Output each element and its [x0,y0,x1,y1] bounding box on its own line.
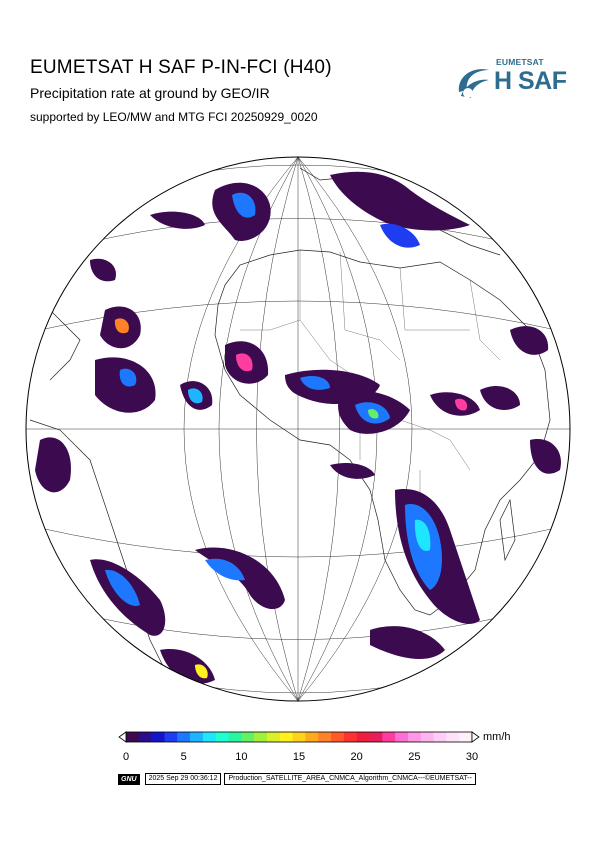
colorbar-cell [407,732,422,742]
colorbar-cell [279,732,293,742]
logo-hsaf-text: H SAF [494,67,567,95]
colorbar-cell [420,732,434,742]
colorbar-tick-label: 10 [235,751,248,763]
colorbar-cell [202,732,217,742]
colorbar-cell [318,732,332,742]
colorbar-cell [343,732,357,742]
colorbar-cell [395,732,409,742]
colorbar-cell [266,732,281,742]
colorbar-unit: mm/h [483,731,511,743]
colorbar-cell [126,732,140,742]
precipitation-layer [35,171,561,684]
production-info: Production_SATELLITE_AREA_CNMCA_Algorith… [224,773,476,785]
colorbar-cell [382,732,396,742]
gnu-badge: GNU [118,773,140,785]
colorbar-tick-label: 25 [408,751,421,763]
hsaf-swirl-icon [458,69,489,98]
colorbar-cell [446,732,460,742]
map-subtitle: Precipitation rate at ground by GEO/IR [30,85,270,101]
colorbar-tick-label: 20 [350,751,363,763]
colorbar-min-arrow [118,731,127,743]
colorbar-cell [459,732,473,742]
borders [240,250,501,561]
logo-eumetsat-text: EUMETSAT [496,57,544,67]
colorbar-cell [151,732,165,742]
colorbar-cell [228,732,242,742]
colorbar-tick-label: 15 [292,751,306,763]
colorbar-cell [292,732,306,742]
colorbar-cell [177,732,191,742]
colorbar-cell [190,732,204,742]
colorbar-max-arrow [471,731,480,743]
colorbar-cell [305,732,319,742]
colorbar [118,731,480,743]
colorbar-cell [241,732,255,742]
colorbar-cell [215,732,229,742]
colorbar-cell [254,732,268,742]
colorbar-tick-label: 30 [465,751,479,763]
colorbar-cell [433,732,447,742]
colorbar-cell [356,732,370,742]
colorbar-cell [164,732,178,742]
footer: GNU 2025 Sep 29 00:36:12 Production_SATE… [118,773,476,785]
map-supported-by: supported by LEO/MW and MTG FCI 20250929… [30,110,318,124]
colorbar-cell [138,732,152,742]
colorbar-tick-label: 5 [180,751,187,763]
colorbar-cell [331,732,345,742]
globe-content [26,157,570,701]
colorbar-tick-label: 0 [122,751,130,763]
production-timestamp: 2025 Sep 29 00:36:12 [144,773,222,785]
colorbar-cell [369,732,383,742]
map-title: EUMETSAT H SAF P-IN-FCI (H40) [30,57,332,78]
globe-outline [25,156,571,702]
